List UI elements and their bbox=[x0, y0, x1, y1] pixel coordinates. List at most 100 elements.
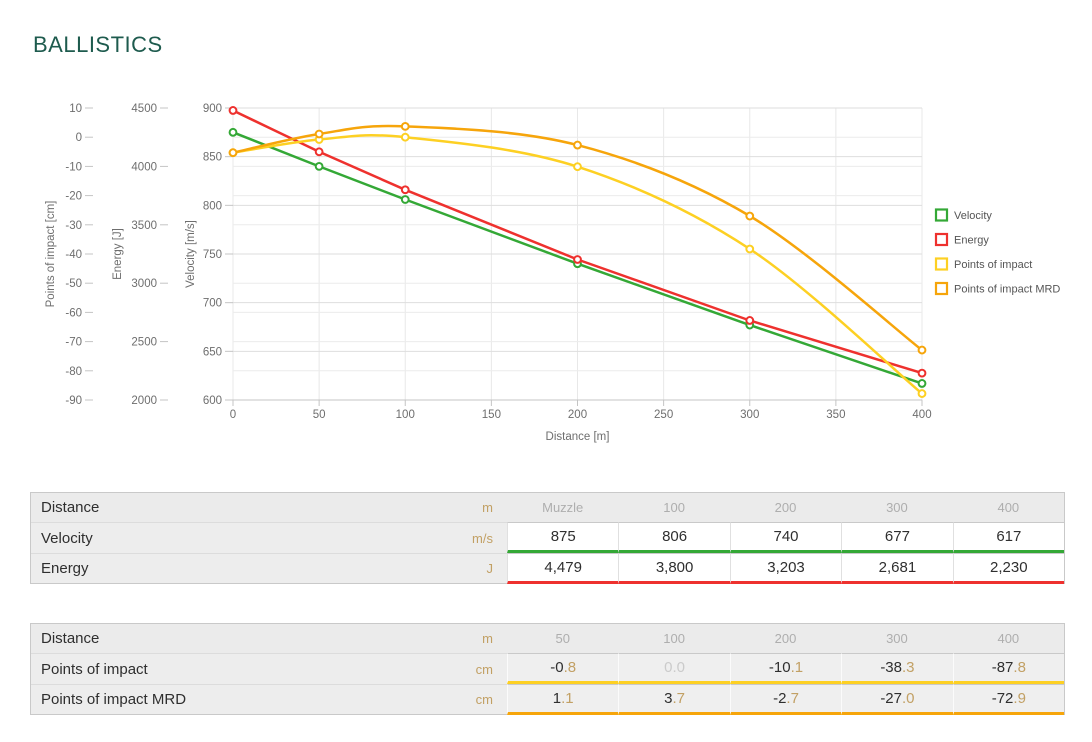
cell-value-decimal: .9 bbox=[1013, 690, 1026, 707]
cell-value-int: 1 bbox=[552, 690, 562, 707]
series-marker-points-of-impact-mrd bbox=[573, 140, 582, 150]
cell-value: 0.0 bbox=[664, 659, 686, 676]
header-col-label: 300 bbox=[886, 500, 908, 515]
legend-item-points-of-impact[interactable]: Points of impact bbox=[934, 257, 1032, 272]
header-col-cell: 200 bbox=[730, 624, 841, 653]
cell-value-decimal: .1 bbox=[790, 659, 804, 676]
cell-value-decimal: .7 bbox=[786, 690, 799, 707]
header-col-cell: 300 bbox=[841, 493, 952, 522]
header-label: Distance bbox=[41, 499, 100, 516]
cell-value-int: -10 bbox=[768, 659, 791, 676]
table-cell: 3,800 bbox=[618, 553, 730, 584]
x-axis-tick-label: 150 bbox=[482, 409, 501, 421]
table-row-velocity: Velocity m/s 875 806 740 677 617 bbox=[31, 522, 1065, 553]
table-cell: 1.1 bbox=[507, 684, 619, 715]
table-cell: 4,479 bbox=[507, 553, 619, 584]
cell-value-int: -72 bbox=[991, 690, 1014, 707]
ballistics-chart: 10 0 -10 -20 -30 -40 -50 -60 -70 -80 -90 Points of … bbox=[33, 98, 1092, 458]
velocity-axis-tick-label: 900 bbox=[203, 103, 222, 115]
series-marker-points-of-impact-mrd bbox=[400, 121, 410, 131]
table-cell: 740 bbox=[729, 522, 842, 553]
table-row-energy: Energy J 4,479 3,800 3,203 2,681 2,230 bbox=[31, 553, 1065, 584]
series-marker-velocity bbox=[228, 127, 238, 137]
table-cell: 3.7 bbox=[618, 684, 730, 715]
header-col-label: 200 bbox=[774, 631, 797, 646]
energy-axis-tick-label: 4500 bbox=[131, 103, 157, 115]
poi-axis-tick-label: 0 bbox=[76, 132, 82, 144]
header-col-label: 100 bbox=[663, 500, 685, 515]
header-label-cell: Distance m bbox=[31, 493, 507, 522]
header-unit: m bbox=[482, 631, 493, 646]
velocity-axis-tick-label: 750 bbox=[203, 249, 222, 261]
x-axis-tick-label: 0 bbox=[230, 409, 236, 421]
table-cell: 3,203 bbox=[729, 553, 842, 584]
series-marker-points-of-impact-mrd bbox=[917, 345, 927, 355]
cell-value-int: -38 bbox=[880, 659, 902, 676]
table-cell: 2,681 bbox=[841, 553, 953, 584]
legend-item-energy[interactable]: Energy bbox=[934, 232, 989, 247]
table-header-row: Distance m 50 100 200 300 400 bbox=[31, 624, 1064, 653]
cell-value: 3,203 bbox=[767, 559, 805, 576]
table-cell: -0.8 bbox=[507, 653, 619, 684]
energy-axis-tick-label: 2500 bbox=[131, 337, 157, 349]
header-col-cell: 100 bbox=[618, 493, 729, 522]
legend-swatch-icon bbox=[934, 281, 949, 296]
cell-value-decimal: .8 bbox=[563, 659, 577, 676]
row-label: Velocity bbox=[41, 529, 93, 547]
row-unit: cm bbox=[475, 692, 493, 707]
cell-value: 617 bbox=[996, 528, 1022, 545]
table-cell: 617 bbox=[952, 522, 1065, 553]
row-label-cell: Energy J bbox=[31, 553, 507, 584]
x-axis-tick-label: 200 bbox=[568, 409, 587, 421]
series-marker-energy bbox=[573, 255, 582, 264]
table-cell: -2.7 bbox=[729, 684, 842, 715]
cell-value: 806 bbox=[662, 528, 688, 545]
x-axis-tick-label: 50 bbox=[313, 409, 326, 421]
row-label: Points of impact bbox=[41, 660, 148, 678]
row-label-cell: Points of impact cm bbox=[31, 653, 507, 684]
legend-item-points-of-impact-mrd[interactable]: Points of impact MRD bbox=[934, 281, 1060, 296]
poi-axis-tick-label: -50 bbox=[65, 278, 82, 290]
table-cell: -38.3 bbox=[841, 653, 953, 684]
energy-axis-tick-label: 2000 bbox=[131, 395, 157, 407]
legend-item-velocity[interactable]: Velocity bbox=[934, 208, 992, 223]
series-marker-points-of-impact bbox=[400, 132, 410, 142]
cell-value: 4,479 bbox=[544, 559, 582, 576]
cell-value-int: 3 bbox=[664, 690, 673, 707]
legend-label: Points of impact MRD bbox=[954, 284, 1060, 296]
row-label: Points of impact MRD bbox=[41, 691, 187, 708]
table-cell: 677 bbox=[841, 522, 953, 553]
poi-axis-tick-label: -30 bbox=[65, 220, 82, 232]
velocity-axis-title: Velocity [m/s] bbox=[185, 220, 197, 288]
row-unit: m/s bbox=[472, 530, 493, 546]
energy-axis-tick-label: 3000 bbox=[131, 278, 157, 290]
series-marker-points-of-impact-mrd bbox=[228, 148, 238, 158]
header-col-label: 400 bbox=[997, 631, 1020, 646]
series-line-energy bbox=[232, 109, 923, 375]
table-cell: 0.0 bbox=[618, 653, 730, 684]
header-col-cell: Muzzle bbox=[507, 493, 618, 522]
x-axis-tick-label: 250 bbox=[654, 409, 673, 421]
header-col-cell: 100 bbox=[618, 624, 729, 653]
series-marker-energy bbox=[400, 185, 410, 195]
cell-value-int: -0 bbox=[550, 659, 564, 676]
header-col-label: 300 bbox=[886, 631, 908, 646]
energy-axis-title: Energy [J] bbox=[112, 228, 124, 280]
table-row-points-of-impact-mrd: Points of impact MRD cm 1.1 3.7 -2.7 -27.0 -72… bbox=[31, 684, 1065, 715]
cell-value-int: -27 bbox=[880, 690, 902, 707]
series-marker-points-of-impact bbox=[917, 389, 927, 398]
header-label-cell: Distance m bbox=[31, 624, 507, 653]
header-col-cell: 400 bbox=[953, 624, 1064, 653]
row-label-cell: Velocity m/s bbox=[31, 522, 507, 553]
poi-axis-tick-label: -20 bbox=[65, 191, 82, 203]
poi-axis-tick-label: 10 bbox=[69, 103, 82, 115]
poi-axis-tick-label: -60 bbox=[65, 307, 82, 319]
series-marker-energy bbox=[314, 147, 324, 157]
page-title: BALLISTICS bbox=[33, 32, 163, 57]
x-axis-tick-label: 400 bbox=[912, 409, 931, 421]
cell-value-decimal: .1 bbox=[561, 690, 574, 707]
table-cell: 806 bbox=[618, 522, 730, 553]
cell-value: 2,230 bbox=[990, 559, 1028, 576]
legend-swatch-icon bbox=[934, 232, 949, 247]
